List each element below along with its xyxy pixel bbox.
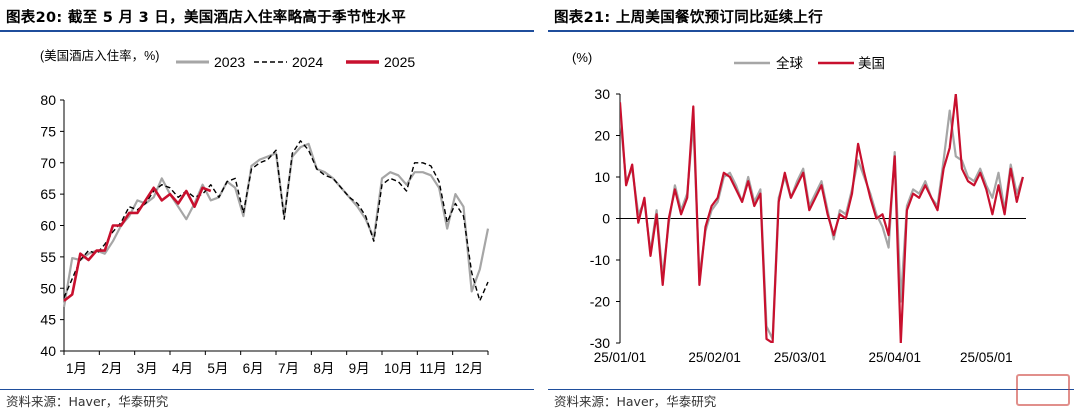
- left-panel: 图表20: 截至 5 月 3 日，美国酒店入住率略高于季节性水平 (美国酒店入住…: [0, 10, 534, 409]
- series-line-us: [620, 94, 1024, 343]
- y-tick-label: -30: [590, 335, 610, 351]
- y-tick-label: 45: [40, 312, 56, 328]
- x-tick-label: 25/02/01: [688, 350, 741, 365]
- x-tick-label: 5月: [207, 361, 228, 376]
- y-tick-label: 60: [40, 218, 56, 234]
- x-tick-label: 12月: [455, 361, 484, 376]
- y-tick-label: 65: [40, 186, 56, 202]
- unit-label: (%): [572, 50, 592, 65]
- x-tick-label: 10月: [384, 361, 413, 376]
- x-tick-label: 6月: [243, 361, 264, 376]
- title-divider: [0, 30, 534, 32]
- watermark-logo: [1010, 370, 1076, 410]
- right-panel: 图表21: 上周美国餐饮预订同比延续上行 (%) 全球 美国 30 20 10 0 -10 -2…: [548, 0, 1080, 414]
- title-divider: [548, 30, 1074, 32]
- x-tick-label: 4月: [172, 361, 193, 376]
- x-tick-label: 3月: [137, 361, 158, 376]
- x-tick-label: 25/05/01: [960, 350, 1013, 365]
- footer-divider: [548, 389, 1074, 390]
- x-tick-label: 1月: [66, 361, 87, 376]
- legend-label: 美国: [858, 56, 885, 71]
- y-tick-label: 0: [602, 211, 610, 227]
- x-tick-label: 9月: [349, 361, 370, 376]
- y-tick-label: -20: [590, 294, 610, 310]
- x-tick-label: 25/03/01: [774, 350, 827, 365]
- x-tick-label: 11月: [419, 361, 447, 376]
- x-tick-label: 25/01/01: [594, 350, 647, 365]
- y-tick-label: 70: [40, 155, 56, 171]
- x-tick-label: 8月: [313, 361, 334, 376]
- source-note: 资料来源：Haver，华泰研究: [554, 394, 717, 409]
- unit-label: (美国酒店入住率，%): [40, 48, 159, 63]
- legend-label: 全球: [776, 55, 804, 71]
- figure-21-title: 图表21: 上周美国餐饮预订同比延续上行: [554, 10, 824, 26]
- watermark-frame: [1016, 374, 1070, 406]
- source-note: 资料来源：Haver，华泰研究: [6, 394, 169, 409]
- y-tick-label: 75: [40, 123, 56, 139]
- y-tick-label: 55: [40, 249, 56, 265]
- y-tick-label: 20: [594, 128, 610, 144]
- x-tick-label: 7月: [278, 361, 299, 376]
- series-line-2025: [63, 186, 212, 302]
- series-line-2024: [63, 140, 489, 302]
- x-tick-label: 2月: [101, 361, 122, 376]
- y-tick-label: -10: [590, 252, 610, 268]
- y-tick-label: 30: [594, 86, 610, 102]
- legend-label: 2023: [214, 54, 245, 70]
- series-line-global: [620, 109, 1024, 340]
- y-tick-label: 50: [40, 280, 56, 296]
- y-tick-label: 10: [594, 169, 610, 185]
- series-line-2023: [62, 142, 490, 308]
- y-tick-label: 40: [40, 343, 56, 359]
- legend-label: 2024: [292, 54, 323, 70]
- hotel-occupancy-chart: (美国酒店入住率，%) 2023 2024 2025 80 75 70 65 60 55 50 45 4…: [40, 48, 490, 376]
- legend-label: 2025: [384, 54, 415, 70]
- figure-20-title: 图表20: 截至 5 月 3 日，美国酒店入住率略高于季节性水平: [6, 10, 406, 26]
- footer-divider: [0, 389, 534, 390]
- y-tick-label: 80: [40, 92, 56, 108]
- series-group: [620, 94, 1024, 343]
- x-tick-label: 25/04/01: [868, 350, 921, 365]
